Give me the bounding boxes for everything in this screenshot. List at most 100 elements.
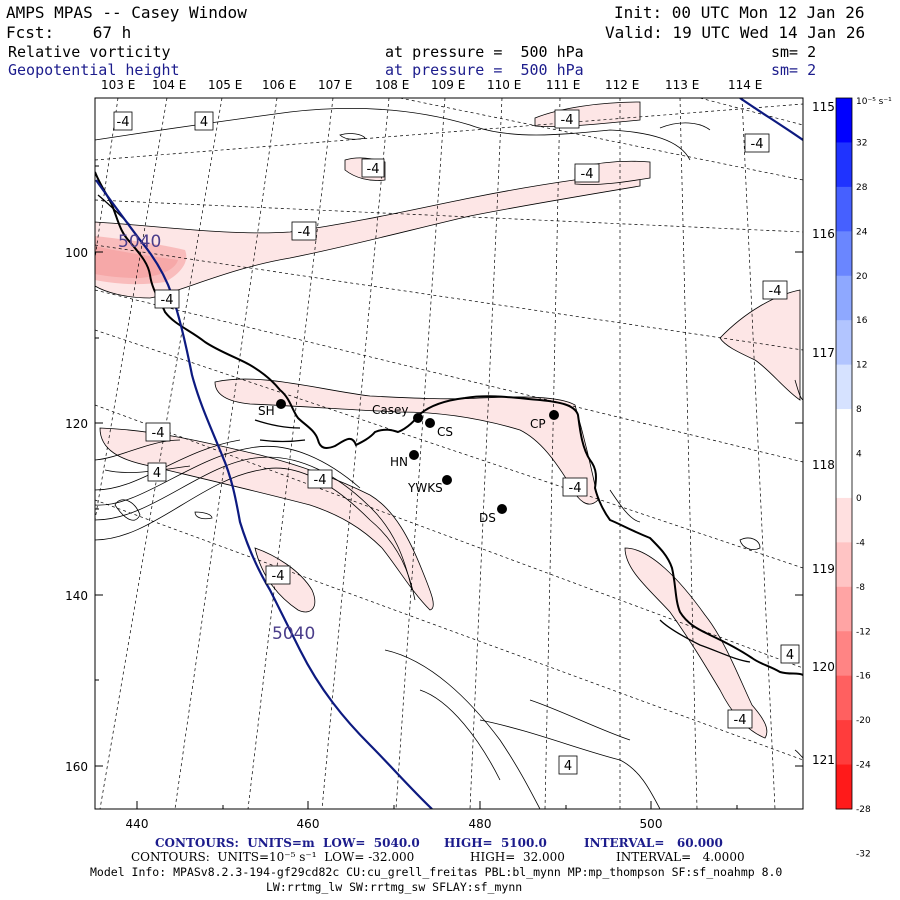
station-ywks-label: YWKS (407, 481, 443, 495)
footer-vort-interval-wrap: INTERVAL= 4.0000 (616, 850, 745, 864)
station-ywks-dot (442, 475, 452, 485)
lon-label: 110 E (487, 78, 521, 92)
svg-text:-4: -4 (272, 569, 285, 584)
vort-label: -4 (145, 422, 171, 442)
footer-height-interval: INTERVAL= 60.000 (584, 836, 723, 850)
footer-height-interval-wrap: INTERVAL= 60.000 (584, 836, 723, 850)
vort-label: -4 (154, 289, 180, 309)
height-label: 5040 (118, 232, 161, 252)
footer-height-low: CONTOURS: UNITS=m LOW= 5040.0 (155, 836, 420, 850)
lon-label: 106 E (262, 78, 296, 92)
y-axis-ticks: 100 120 140 160 (65, 165, 803, 774)
colorbar-label: 28 (856, 183, 868, 193)
station-sh-label: SH (258, 404, 275, 418)
svg-text:-4: -4 (117, 115, 130, 130)
colorbar: 32 28 24 20 16 12 8 4 0 -4 -8 -12 -16 -20 -24 -28 -32 (835, 97, 871, 859)
colorbar-swatch (836, 453, 852, 499)
vort-label: -4 (762, 280, 788, 300)
colorbar-swatch (836, 142, 852, 188)
station-sh-dot (276, 399, 286, 409)
colorbar-unit: 10⁻⁵ s⁻¹ (856, 97, 892, 107)
footer-height-info: CONTOURS: UNITS=m LOW= 5040.0 (155, 836, 420, 850)
svg-text:-4: -4 (152, 426, 165, 441)
init-time: Init: 00 UTC Mon 12 Jan 26 (614, 3, 865, 22)
vort-label: 4 (558, 755, 578, 775)
coastline (95, 171, 803, 676)
vort-label: 4 (194, 111, 214, 131)
colorbar-swatch (836, 231, 852, 277)
vort-label: -4 (562, 477, 588, 497)
y-tick-label: 160 (65, 760, 88, 774)
y-tick-label: 100 (65, 246, 88, 260)
vort-label: -4 (307, 469, 333, 489)
footer-vort-low: CONTOURS: UNITS=10⁻⁵ s⁻¹ LOW= -32.000 (131, 850, 415, 864)
lon-label: 109 E (431, 78, 465, 92)
svg-text:-4: -4 (581, 167, 594, 182)
colorbar-label: -28 (856, 805, 871, 815)
svg-text:-4: -4 (314, 473, 327, 488)
x-tick-label: 500 (640, 817, 663, 831)
vort-label: 4 (147, 462, 167, 482)
plot-title: AMPS MPAS -- Casey Window (6, 3, 247, 22)
height-label: 5040 (272, 624, 315, 644)
vort-label: -4 (744, 133, 770, 153)
footer-height-high: HIGH= 5100.0 (444, 836, 547, 850)
field1-name: Relative vorticity (8, 43, 171, 61)
vort-label: 4 (780, 644, 800, 664)
x-tick-label: 440 (126, 817, 149, 831)
field1-level: at pressure = 500 hPa (385, 43, 584, 61)
valid-time: Valid: 19 UTC Wed 14 Jan 26 (605, 23, 866, 42)
svg-text:4: 4 (564, 759, 572, 774)
vort-label: -4 (727, 709, 753, 729)
colorbar-swatch (836, 275, 852, 321)
colorbar-label: -16 (856, 672, 871, 682)
longitude-labels-top: 103 E 104 E 105 E 106 E 107 E 108 E 109 … (101, 78, 762, 92)
vort-label: -4 (574, 163, 600, 183)
station-ds-label: DS (479, 511, 496, 525)
footer-model-info-2: LW:rrtmg_lw SW:rrtmg_sw SFLAY:sf_mynn (266, 880, 523, 894)
lon-label: 114 E (728, 78, 762, 92)
plot-border (94, 97, 804, 810)
vort-label: -4 (265, 565, 291, 585)
colorbar-frame (835, 97, 853, 810)
lon-label: 103 E (101, 78, 135, 92)
colorbar-label: -12 (856, 627, 871, 637)
colorbar-swatch (836, 720, 852, 766)
colorbar-swatch (836, 542, 852, 588)
svg-text:-4: -4 (769, 284, 782, 299)
svg-text:-4: -4 (734, 713, 747, 728)
footer-model-info: Model Info: MPASv8.2.3-194-gf29cd82c CU:… (90, 865, 783, 879)
colorbar-swatch (836, 98, 852, 143)
svg-text:4: 4 (200, 115, 208, 130)
lon-label: 107 E (318, 78, 352, 92)
colorbar-swatch (836, 586, 852, 632)
colorbar-swatch (836, 675, 852, 721)
footer-vort-high-wrap: HIGH= 32.000 (470, 850, 565, 864)
colorbar-label: 0 (856, 494, 862, 504)
footer-vort-high: HIGH= 32.000 (470, 850, 565, 864)
station-cs-label: CS (437, 425, 453, 439)
colorbar-label: -20 (856, 716, 871, 726)
svg-text:4: 4 (153, 466, 161, 481)
station-cp-label: CP (530, 417, 546, 431)
lon-label: 104 E (152, 78, 186, 92)
colorbar-label: -24 (856, 761, 871, 771)
colorbar-label: -8 (856, 583, 865, 593)
station-hn-label: HN (390, 455, 408, 469)
vort-label: -4 (554, 109, 580, 129)
svg-text:-4: -4 (298, 225, 311, 240)
lon-label: 108 E (375, 78, 409, 92)
footer-vort-info: CONTOURS: UNITS=10⁻⁵ s⁻¹ LOW= -32.000 (131, 850, 414, 864)
colorbar-label: -32 (856, 849, 871, 859)
x-tick-label: 480 (469, 817, 492, 831)
colorbar-swatch (836, 631, 852, 677)
colorbar-swatch (836, 364, 852, 410)
footer-height-high-wrap: HIGH= 5100.0 (444, 836, 547, 850)
station-ds-dot (497, 504, 507, 514)
colorbar-swatch (836, 320, 852, 366)
svg-text:4: 4 (786, 648, 794, 663)
vorticity-contours (95, 108, 803, 809)
station-cp-dot (549, 410, 559, 420)
colorbar-label: 32 (856, 138, 867, 148)
